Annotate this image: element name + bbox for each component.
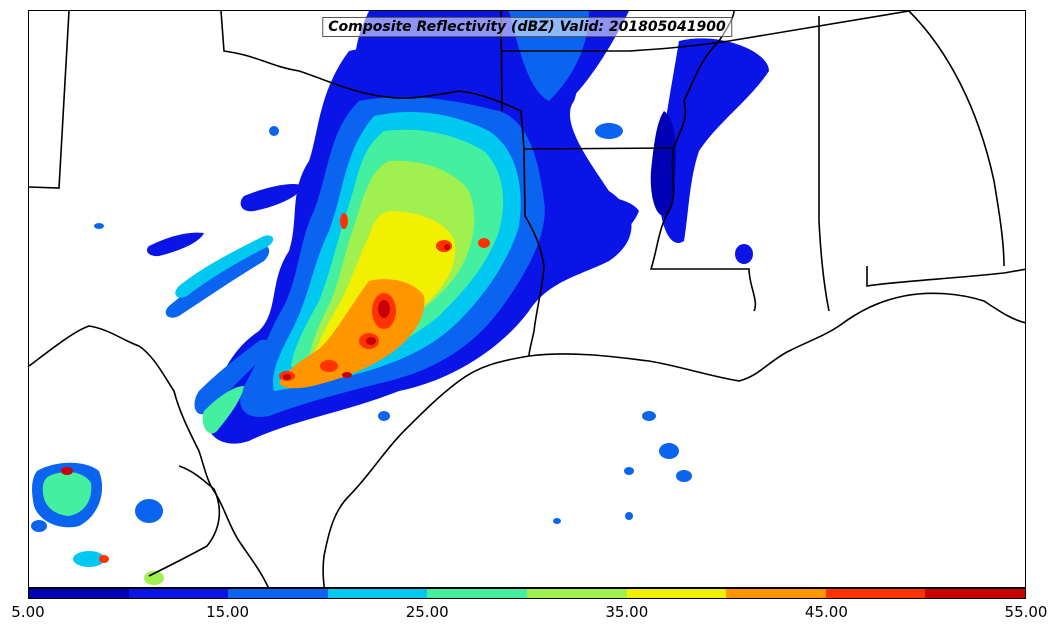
echo-small-cell	[659, 443, 679, 459]
echo-sw-cell	[31, 520, 47, 532]
echo-streak	[240, 184, 304, 212]
echo-sw-cluster	[42, 471, 92, 516]
echo-small-cell	[553, 518, 561, 524]
echo-small-cell	[595, 123, 623, 139]
radar-echoes	[31, 11, 769, 585]
colorbar-segment	[626, 589, 727, 598]
state-border	[220, 11, 525, 150]
colorbar-segment	[925, 589, 1025, 598]
state-border	[502, 11, 910, 52]
echo-core-darkred	[444, 244, 450, 250]
state-border	[866, 266, 1025, 287]
political-boundaries	[29, 11, 1025, 587]
colorbar-segment	[825, 589, 926, 598]
echo-small-cell	[624, 467, 634, 475]
colorbar-tick-label: 25.00	[405, 603, 449, 621]
colorbar-tick-label: 55.00	[1004, 603, 1048, 621]
coastline	[528, 292, 1025, 382]
echo-small-cell	[676, 470, 692, 482]
echo-east-stratiform	[545, 195, 639, 256]
state-border	[649, 147, 757, 312]
echo-band-east-outer	[650, 111, 676, 216]
echo-core-darkred	[283, 374, 291, 380]
echo-streak	[194, 339, 270, 415]
colorbar-segment	[29, 589, 129, 598]
echo-streak	[202, 386, 244, 434]
echo-core-darkred	[342, 372, 352, 378]
colorbar	[28, 588, 1026, 599]
colorbar-tick-label: 5.00	[11, 603, 45, 621]
echo-streak	[175, 235, 274, 298]
echo-core-darkred	[378, 300, 390, 318]
national-border	[148, 465, 221, 577]
echo-streak	[147, 232, 204, 257]
echo-small-cell	[378, 411, 390, 421]
echo-sw-cell	[135, 499, 163, 523]
echo-small-cell	[642, 411, 656, 421]
state-border	[818, 16, 830, 312]
echo-sw-cell	[61, 467, 73, 475]
colorbar-tick-label: 15.00	[206, 603, 250, 621]
coastline	[322, 355, 530, 587]
echo-cell-red	[478, 238, 490, 248]
colorbar-segment	[228, 589, 328, 598]
colorbar-segment	[327, 589, 428, 598]
echo-small-cell	[625, 512, 633, 520]
colorbar-segment	[427, 589, 527, 598]
colorbar-tick-label: 45.00	[804, 603, 848, 621]
echo-cell-red	[340, 213, 348, 229]
echo-sw-cell	[144, 571, 164, 585]
echo-streak	[165, 244, 270, 318]
colorbar-segment	[128, 589, 229, 598]
state-border	[523, 148, 545, 357]
echo-sw-cell	[99, 555, 109, 563]
colorbar-tick-label: 35.00	[605, 603, 649, 621]
colorbar-segment	[726, 589, 826, 598]
national-border	[29, 325, 269, 587]
echo-cell-red	[320, 360, 338, 372]
reflectivity-map	[29, 11, 1025, 587]
map-panel: Composite Reflectivity (dBZ) Valid: 2018…	[28, 10, 1026, 588]
state-border	[908, 11, 1005, 267]
echo-small-cell	[269, 126, 279, 136]
colorbar-segment	[526, 589, 627, 598]
echo-small-cell	[94, 223, 104, 229]
state-border	[29, 11, 70, 189]
map-title: Composite Reflectivity (dBZ) Valid: 2018…	[322, 17, 732, 37]
echo-small-cell	[735, 244, 753, 264]
echo-band-east	[659, 38, 769, 243]
state-border	[523, 147, 675, 150]
echo-sw-cell	[73, 551, 105, 567]
echo-core-darkred	[366, 337, 376, 345]
